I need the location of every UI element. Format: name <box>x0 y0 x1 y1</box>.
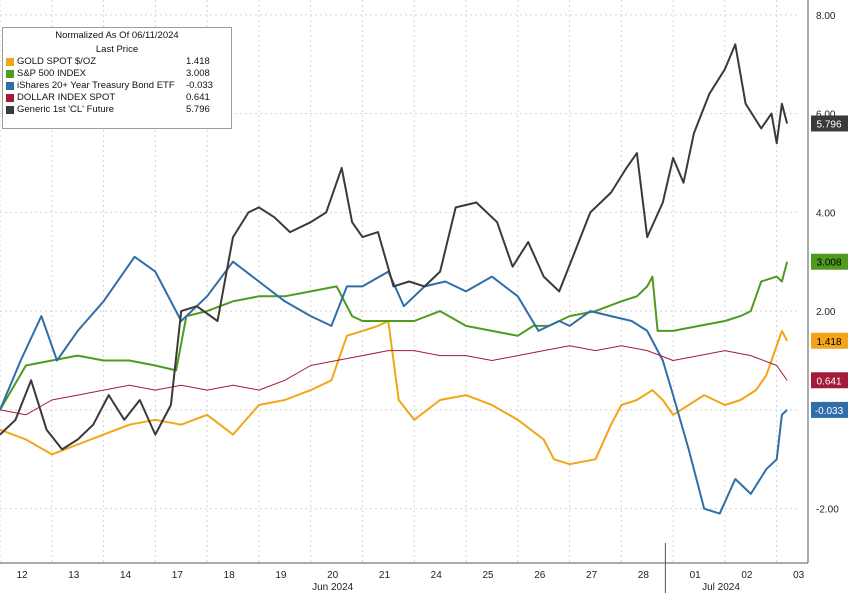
last-value-tag-label: 0.641 <box>816 376 841 387</box>
x-tick-label: 02 <box>741 570 753 581</box>
last-value-tag: 5.796 <box>811 115 848 132</box>
last-value-tag: -0.033 <box>811 401 848 418</box>
last-value-tag-label: 5.796 <box>816 119 841 130</box>
legend-value-crude: 5.796 <box>186 104 210 115</box>
legend-value-dollar: 0.641 <box>186 92 210 103</box>
last-value-tag: 3.008 <box>811 253 848 270</box>
legend-item-sp500: S&P 500 INDEX 3.008 <box>3 68 231 80</box>
legend-swatch-sp500 <box>6 70 14 78</box>
series-line-5 <box>0 43 789 451</box>
x-tick-label: 19 <box>275 570 287 581</box>
x-tick-label: 13 <box>68 570 80 581</box>
last-value-tag: 0.641 <box>811 372 848 389</box>
legend-item-dollar: DOLLAR INDEX SPOT 0.641 <box>3 92 231 104</box>
last-value-tag-bg <box>811 115 848 132</box>
legend-swatch-dollar <box>6 94 14 102</box>
legend-label-dollar: DOLLAR INDEX SPOT <box>17 92 116 103</box>
last-value-tag-label: -0.033 <box>815 406 844 417</box>
legend-label-tlt: iShares 20+ Year Treasury Bond ETF <box>17 80 175 91</box>
x-tick-label: 01 <box>690 570 702 581</box>
series-line-4 <box>0 345 788 416</box>
y-tick-label: -2.00 <box>816 505 839 516</box>
last-value-tag-bg <box>811 401 848 418</box>
legend-subheader: Last Price <box>95 44 139 55</box>
x-tick-label: 21 <box>379 570 391 581</box>
x-month-label: Jul 2024 <box>702 582 740 593</box>
x-month-label: Jun 2024 <box>312 582 354 593</box>
series-line-1 <box>0 320 788 466</box>
legend-header: Normalized As Of 06/11/2024 <box>55 30 179 41</box>
x-tick-label: 12 <box>16 570 28 581</box>
series-line-3 <box>0 255 788 515</box>
legend-label-gold: GOLD SPOT $/OZ <box>17 56 97 67</box>
last-value-tag-label: 3.008 <box>816 258 841 269</box>
legend-item-gold: GOLD SPOT $/OZ 1.418 <box>3 56 231 68</box>
x-tick-label: 24 <box>431 570 443 581</box>
x-tick-label: 26 <box>534 570 546 581</box>
x-tick-label: 14 <box>120 570 132 581</box>
legend-value-gold: 1.418 <box>186 56 210 67</box>
legend-value-tlt: -0.033 <box>186 80 213 91</box>
last-value-tag: 1.418 <box>811 332 848 349</box>
x-tick-label: 28 <box>638 570 650 581</box>
x-tick-label: 03 <box>793 570 805 581</box>
last-value-tags: 5.796 3.008 1.418 0.641 -0.033 <box>811 115 848 418</box>
y-tick-label: 4.00 <box>816 208 836 219</box>
legend-item-crude: Generic 1st 'CL' Future 5.796 <box>3 104 231 116</box>
series-line-2 <box>0 261 789 411</box>
last-value-tag-bg <box>811 253 848 270</box>
y-tick-label: 8.00 <box>816 11 836 22</box>
legend: Normalized As Of 06/11/2024 Last Price G… <box>2 27 232 129</box>
y-tick-label: 6.00 <box>816 110 836 121</box>
x-tick-label: 25 <box>482 570 494 581</box>
last-value-tag-label: 1.418 <box>816 337 841 348</box>
x-tick-label: 18 <box>224 570 236 581</box>
legend-swatch-gold <box>6 58 14 66</box>
legend-swatch-crude <box>6 106 14 114</box>
legend-label-crude: Generic 1st 'CL' Future <box>17 104 115 115</box>
x-tick-label: 20 <box>327 570 339 581</box>
legend-swatch-tlt <box>6 82 14 90</box>
x-tick-label: 17 <box>172 570 184 581</box>
last-value-tag-bg <box>811 332 848 349</box>
last-value-tag-bg <box>811 372 848 389</box>
y-tick-label: 2.00 <box>816 307 836 318</box>
series-lines <box>0 43 789 515</box>
legend-value-sp500: 3.008 <box>186 68 210 79</box>
legend-item-tlt: iShares 20+ Year Treasury Bond ETF -0.03… <box>3 80 231 92</box>
x-tick-label: 27 <box>586 570 598 581</box>
legend-label-sp500: S&P 500 INDEX <box>17 68 87 79</box>
